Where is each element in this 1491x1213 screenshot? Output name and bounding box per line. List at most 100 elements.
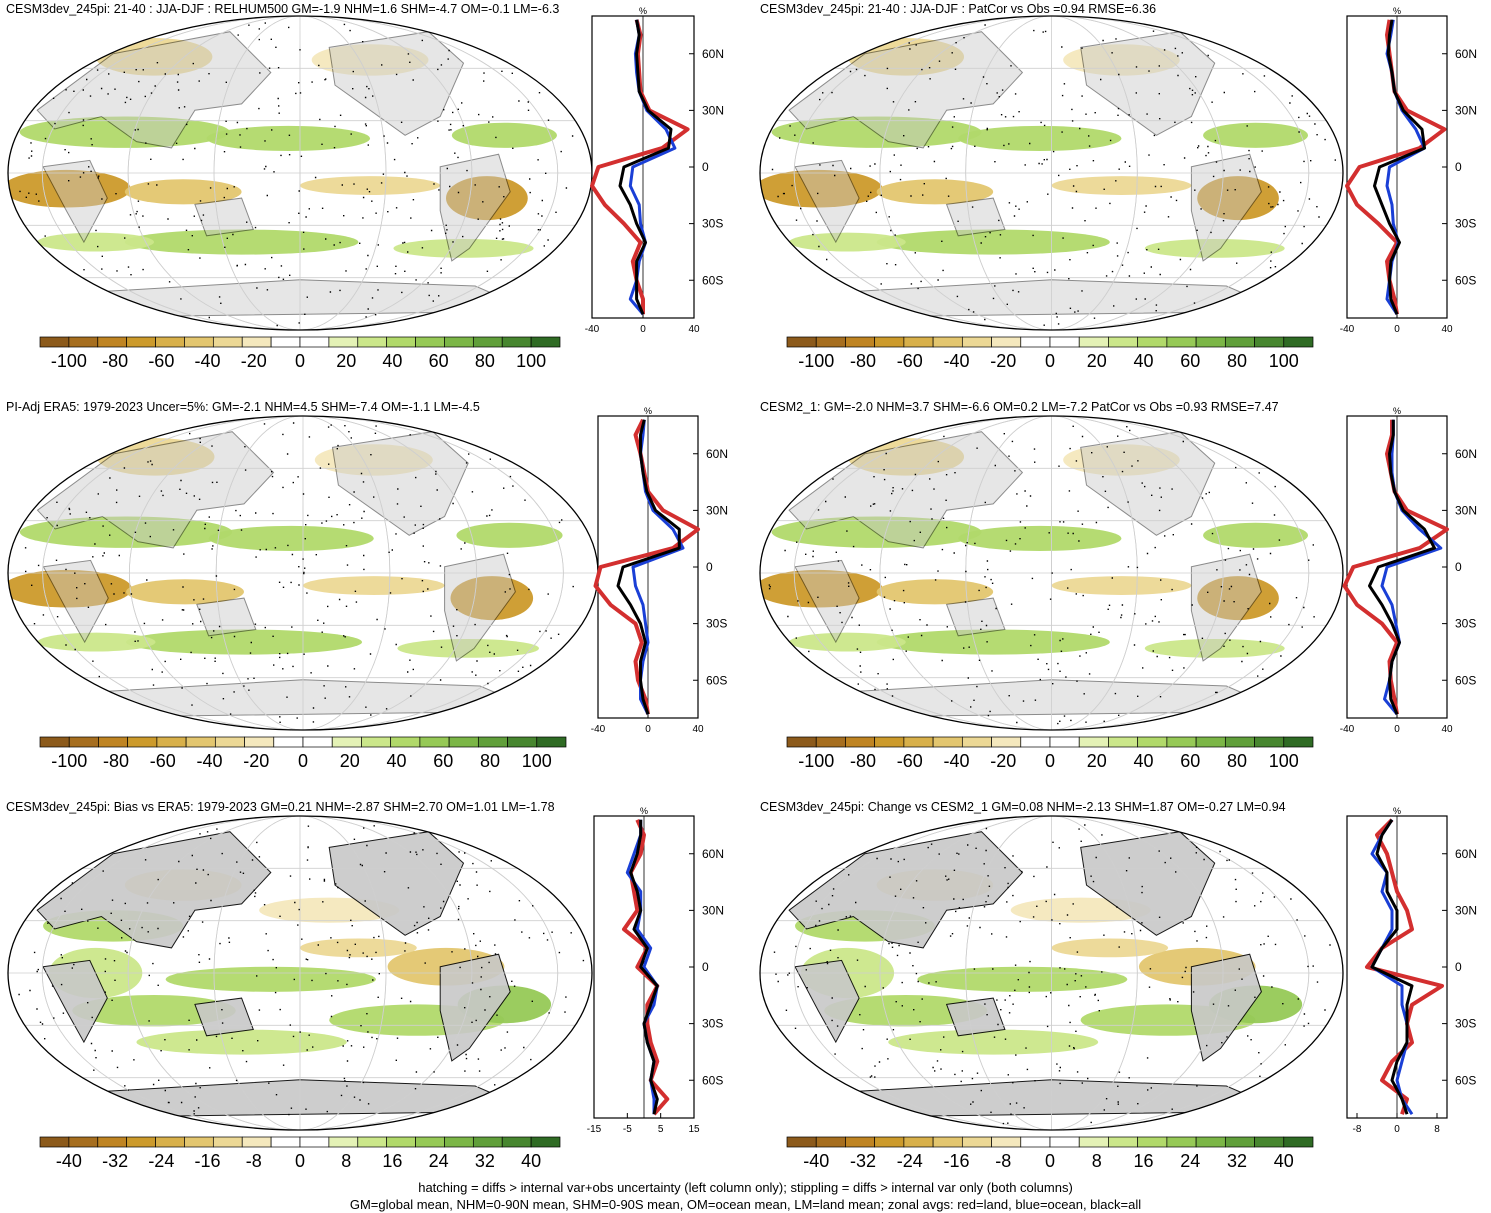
lat-tick-label: 30N bbox=[1455, 103, 1477, 117]
lat-tick-label: 60N bbox=[702, 847, 724, 861]
shaded-anomaly bbox=[789, 633, 906, 652]
colorbar-swatch bbox=[1108, 1137, 1137, 1147]
colorbar-label: 80 bbox=[1227, 751, 1247, 771]
colorbar-swatch bbox=[787, 337, 816, 347]
colorbar-label: -40 bbox=[196, 751, 222, 771]
shaded-anomaly bbox=[917, 967, 1127, 992]
colorbar-label: -20 bbox=[990, 751, 1016, 771]
colorbar-swatch bbox=[992, 337, 1021, 347]
x-tick-label: 40 bbox=[1441, 724, 1453, 735]
map-panel-1: CESM3dev_245pi: 21-40 : JJA-DJF : RELHUM… bbox=[2, 2, 592, 330]
colorbar-label: -60 bbox=[150, 751, 176, 771]
colorbar-swatch bbox=[40, 337, 69, 347]
colorbar-label: 32 bbox=[1227, 1151, 1247, 1171]
colorbar-swatch bbox=[300, 1137, 329, 1147]
colorbar-label: -60 bbox=[897, 751, 923, 771]
colorbar-swatch bbox=[271, 1137, 300, 1147]
colorbar-swatch bbox=[962, 737, 991, 747]
colorbar-swatch bbox=[303, 737, 332, 747]
colorbar-swatch bbox=[875, 337, 904, 347]
lat-tick-label: 60N bbox=[1455, 47, 1477, 61]
colorbar-swatch bbox=[875, 737, 904, 747]
colorbar-swatch bbox=[271, 337, 300, 347]
colorbar-label: -80 bbox=[850, 351, 876, 371]
colorbar-label: 0 bbox=[1045, 751, 1055, 771]
colorbar-label: 60 bbox=[1180, 351, 1200, 371]
colorbar-swatch bbox=[127, 1137, 156, 1147]
colorbar-swatch bbox=[1021, 737, 1050, 747]
colorbar-swatch bbox=[69, 737, 98, 747]
colorbar-swatch bbox=[420, 737, 449, 747]
colorbar-swatch bbox=[1255, 337, 1284, 347]
lat-tick-label: 30N bbox=[706, 503, 728, 517]
shaded-anomaly bbox=[958, 526, 1121, 551]
colorbar-swatch bbox=[332, 737, 361, 747]
colorbar-label: -20 bbox=[243, 751, 269, 771]
colorbar-label: 16 bbox=[1133, 1151, 1153, 1171]
colorbar-swatch bbox=[300, 337, 329, 347]
lat-tick-label: 30S bbox=[1455, 1017, 1476, 1031]
colorbar-label: -40 bbox=[195, 351, 221, 371]
shaded-anomaly bbox=[1203, 123, 1308, 148]
colorbar-label: -40 bbox=[803, 1151, 829, 1171]
colorbar-swatch bbox=[184, 1137, 213, 1147]
lat-tick-label: 0 bbox=[702, 160, 709, 174]
colorbar-swatch bbox=[215, 737, 244, 747]
colorbar-label: -80 bbox=[850, 751, 876, 771]
lat-tick-label: 60S bbox=[1455, 273, 1476, 287]
colorbar-swatch bbox=[933, 737, 962, 747]
colorbar-swatch bbox=[358, 337, 387, 347]
panel-title: PI-Adj ERA5: 1979-2023 Uncer=5%: GM=-2.1… bbox=[6, 400, 480, 414]
colorbar-swatch bbox=[361, 737, 390, 747]
x-tick-label: -40 bbox=[591, 724, 606, 735]
shaded-anomaly bbox=[38, 633, 156, 652]
lat-tick-label: 60N bbox=[1455, 447, 1477, 461]
x-tick-label: 0 bbox=[1394, 1124, 1400, 1135]
colorbar-label: -20 bbox=[990, 351, 1016, 371]
colorbar-swatch bbox=[1225, 1137, 1254, 1147]
colorbar-swatch bbox=[213, 1137, 242, 1147]
colorbar-swatch bbox=[245, 737, 274, 747]
colorbar-label: 40 bbox=[1274, 1151, 1294, 1171]
colorbar-swatch bbox=[502, 1137, 531, 1147]
colorbar-swatch bbox=[531, 1137, 560, 1147]
colorbar-label: 100 bbox=[522, 751, 552, 771]
colorbar-label: 40 bbox=[386, 751, 406, 771]
colorbar-swatch bbox=[1108, 737, 1137, 747]
shaded-anomaly bbox=[209, 526, 374, 551]
colorbar-swatch bbox=[156, 1137, 185, 1147]
colorbar-label: 40 bbox=[1133, 751, 1153, 771]
colorbar-swatch bbox=[1108, 337, 1137, 347]
colorbar-swatch bbox=[1196, 1137, 1225, 1147]
colorbar-label: 0 bbox=[1045, 351, 1055, 371]
colorbar-swatch bbox=[816, 737, 845, 747]
colorbar-label: 100 bbox=[1269, 751, 1299, 771]
colorbar-swatch bbox=[1255, 737, 1284, 747]
x-tick-label: -40 bbox=[585, 324, 600, 335]
colorbar-swatch bbox=[1167, 737, 1196, 747]
colorbar-label: 80 bbox=[1227, 351, 1247, 371]
colorbar-swatch bbox=[531, 337, 560, 347]
colorbar-label: 8 bbox=[1092, 1151, 1102, 1171]
colorbar-swatch bbox=[478, 737, 507, 747]
colorbar-label: 8 bbox=[341, 1151, 351, 1171]
x-tick-label: -5 bbox=[623, 1124, 632, 1135]
map-panel-3: PI-Adj ERA5: 1979-2023 Uncer=5%: GM=-2.1… bbox=[2, 400, 598, 730]
shaded-anomaly bbox=[452, 123, 557, 148]
colorbar-label: -60 bbox=[148, 351, 174, 371]
lat-tick-label: 30S bbox=[1455, 617, 1476, 631]
lat-tick-label: 60S bbox=[702, 273, 723, 287]
colorbar-label: -24 bbox=[148, 1151, 174, 1171]
colorbar-label: -40 bbox=[943, 751, 969, 771]
colorbar-swatch bbox=[1050, 737, 1079, 747]
colorbar-label: -8 bbox=[995, 1151, 1011, 1171]
colorbar-swatch bbox=[1284, 1137, 1313, 1147]
zonal-unit: % bbox=[644, 406, 652, 416]
colorbar-swatch bbox=[69, 337, 98, 347]
